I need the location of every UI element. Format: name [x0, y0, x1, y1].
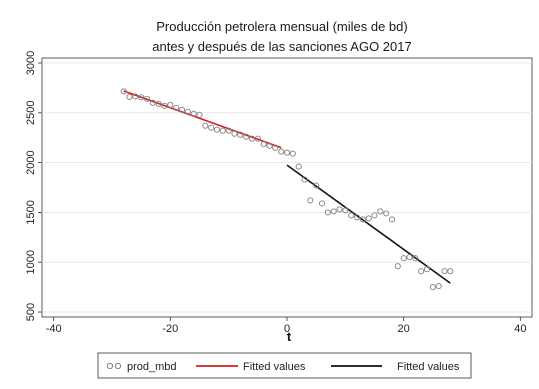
- chart-title-line-2: antes y después de las sanciones AGO 201…: [152, 39, 411, 54]
- data-point-51: [418, 268, 425, 275]
- data-point-24: [260, 141, 267, 148]
- data-point-45: [383, 210, 390, 217]
- data-point-23: [254, 135, 261, 142]
- y-axis: 500 1000 1500 2000 2500 3000: [25, 51, 42, 321]
- plot-area: [41, 57, 533, 318]
- legend-marker-prod-mbd-2: [114, 362, 122, 370]
- data-point-40: [353, 214, 361, 221]
- data-point-7: [161, 102, 168, 109]
- data-point-39: [348, 212, 355, 219]
- data-point-36: [330, 208, 337, 215]
- data-point-16: [213, 126, 221, 133]
- chart-title-line-1: Producción petrolera mensual (miles de b…: [156, 19, 407, 34]
- data-point-48: [400, 255, 407, 262]
- data-point-33: [313, 182, 320, 189]
- data-point-37: [336, 206, 343, 213]
- y-tick-label-1000: 1000: [25, 250, 37, 274]
- data-point-13: [196, 111, 203, 118]
- data-point-17: [219, 127, 226, 134]
- data-point-29: [289, 150, 296, 157]
- y-tick-label-1500: 1500: [25, 200, 37, 224]
- x-axis: -40 -20 0 20 40: [46, 317, 526, 335]
- x-tick-label-0: 0: [284, 323, 290, 335]
- data-point-46: [388, 216, 396, 223]
- data-point-55: [441, 268, 448, 275]
- x-tick-label-20: 20: [398, 323, 410, 335]
- legend-label-fitted-red: Fitted values: [243, 361, 306, 373]
- data-point-15: [208, 124, 215, 131]
- data-point-42: [365, 215, 372, 222]
- data-point-21: [243, 133, 250, 140]
- data-point-6: [155, 100, 162, 107]
- legend-label-fitted-black: Fitted values: [397, 361, 460, 373]
- y-tick-label-2000: 2000: [25, 150, 37, 174]
- data-point-1: [126, 93, 133, 100]
- legend-box: [97, 352, 472, 379]
- x-tick-label-40: 40: [514, 323, 526, 335]
- data-point-11: [184, 108, 191, 115]
- y-tick-label-500: 500: [25, 303, 37, 321]
- data-point-44: [377, 208, 384, 215]
- fitted-line-2: [286, 164, 451, 284]
- data-point-52: [423, 266, 431, 273]
- data-point-56: [447, 268, 454, 275]
- data-point-28: [283, 149, 291, 156]
- legend-label-prod-mbd: prod_mbd: [127, 361, 177, 373]
- grid-lines: [42, 62, 532, 313]
- legend-marker-prod-mbd: [106, 362, 114, 370]
- data-point-26: [272, 144, 279, 151]
- data-point-12: [190, 110, 197, 117]
- data-point-0: [120, 88, 127, 95]
- x-axis-label: t: [287, 329, 292, 344]
- data-point-9: [173, 104, 180, 111]
- data-point-20: [237, 131, 244, 138]
- data-point-38: [342, 207, 349, 214]
- data-point-49: [406, 254, 413, 261]
- data-point-53: [429, 284, 436, 291]
- data-point-8: [167, 101, 174, 108]
- data-point-10: [178, 106, 186, 113]
- data-point-43: [371, 212, 378, 219]
- data-point-4: [143, 95, 151, 102]
- data-point-25: [266, 142, 273, 149]
- data-point-54: [435, 283, 442, 290]
- data-point-31: [301, 176, 308, 183]
- data-point-5: [149, 99, 156, 106]
- data-point-18: [225, 127, 232, 134]
- data-point-30: [295, 163, 302, 170]
- data-point-19: [231, 130, 238, 137]
- data-point-50: [412, 255, 419, 262]
- data-point-2: [132, 93, 139, 100]
- data-point-35: [324, 209, 331, 216]
- x-tick-label--40: -40: [46, 323, 62, 335]
- data-point-32: [307, 197, 314, 204]
- data-point-34: [318, 200, 326, 207]
- plot-region: [41, 57, 533, 318]
- y-tick-label-2500: 2500: [25, 101, 37, 125]
- legend: prod_mbd Fitted values Fitted values: [97, 352, 472, 379]
- data-point-27: [278, 148, 285, 155]
- data-point-14: [202, 122, 209, 129]
- y-tick-label-3000: 3000: [25, 51, 37, 75]
- x-tick-label--20: -20: [162, 323, 178, 335]
- data-point-3: [138, 94, 145, 101]
- data-point-22: [248, 135, 256, 142]
- scatter-points: [120, 88, 454, 291]
- data-point-47: [394, 263, 401, 270]
- data-point-41: [359, 216, 366, 223]
